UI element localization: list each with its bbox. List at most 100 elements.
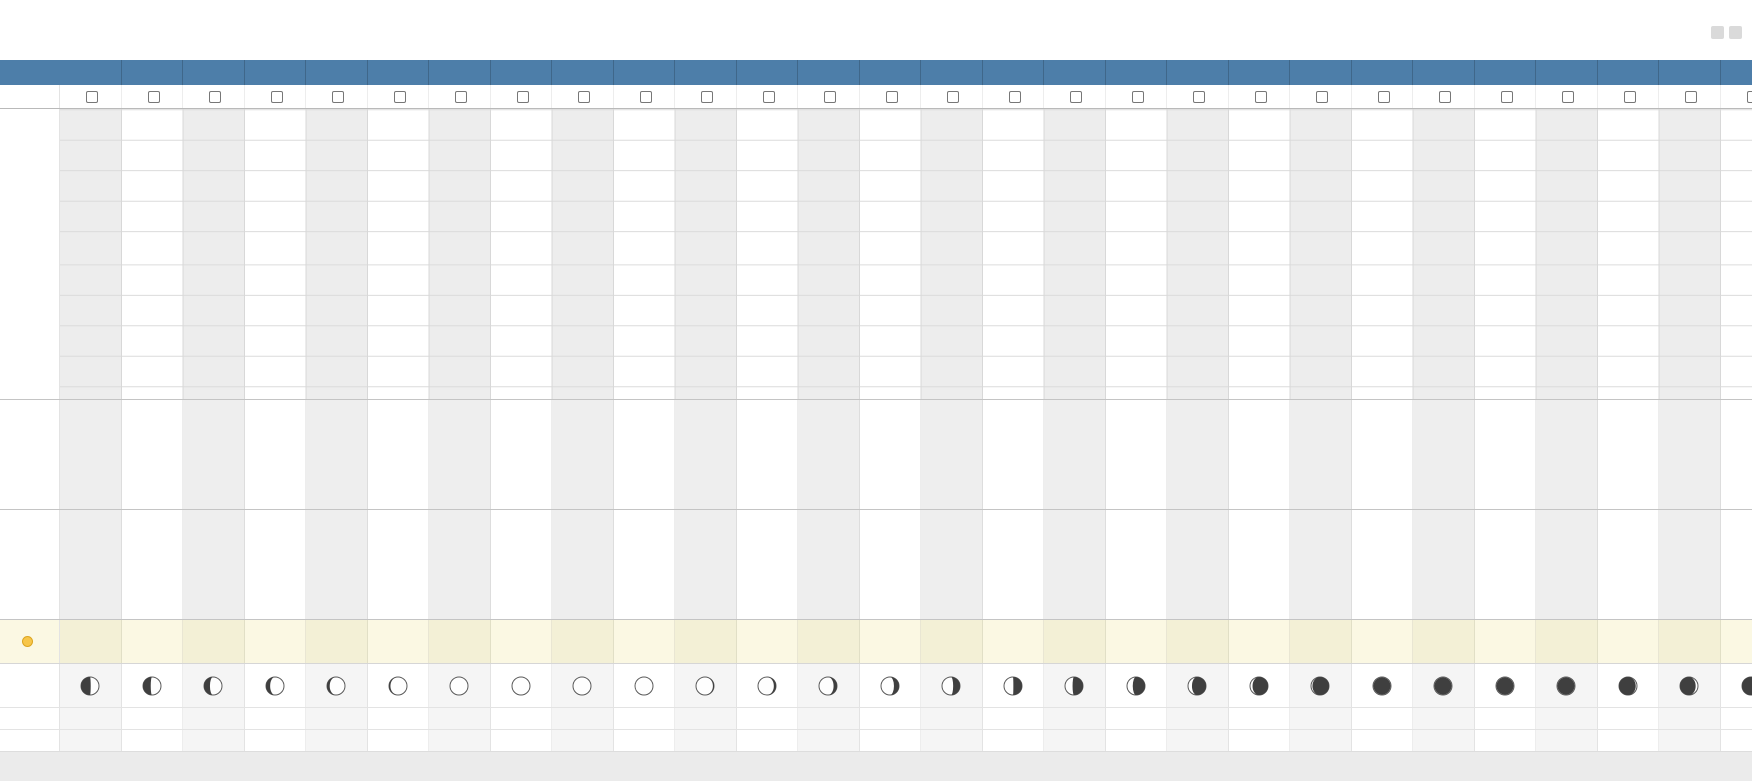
moon-cell [429, 664, 491, 707]
sun-cell [429, 620, 491, 663]
day-expand-button[interactable] [1623, 90, 1636, 103]
sun-cell [1659, 620, 1721, 663]
day-expand-button[interactable] [762, 90, 775, 103]
day-expand-button[interactable] [147, 90, 160, 103]
column-stripe [798, 109, 860, 399]
day-expand-button[interactable] [1562, 90, 1575, 103]
moonset-cell [552, 708, 614, 729]
day-expand-button[interactable] [516, 90, 529, 103]
moonrise-cell [798, 730, 860, 751]
date-cell [1721, 60, 1752, 85]
sun-cell [1229, 620, 1290, 663]
day-expand-button[interactable] [270, 90, 283, 103]
moon-phase-icon [142, 676, 162, 695]
sun-cell [1352, 620, 1413, 663]
moon-phase-icon [203, 676, 223, 695]
column-stripe [552, 109, 614, 399]
moon-cell [122, 664, 183, 707]
high-tide-cell [1413, 400, 1475, 509]
high-tide-cell [1229, 400, 1290, 509]
moon-phase-icon [1249, 676, 1269, 695]
day-expand-button[interactable] [824, 90, 837, 103]
low-tide-cell [183, 510, 245, 619]
weekday-cell [921, 85, 983, 108]
sun-cell [306, 620, 368, 663]
column-stripe [1044, 109, 1106, 399]
moon-phase-icon [1556, 676, 1576, 695]
moonset-cell [1167, 708, 1229, 729]
moon-phase-icon [449, 676, 469, 695]
date-cell [1229, 60, 1290, 85]
day-expand-button[interactable] [1008, 90, 1021, 103]
moonrise-cell [614, 730, 675, 751]
date-columns [60, 60, 1752, 85]
day-expand-button[interactable] [1746, 90, 1752, 103]
moonset-cell [1044, 708, 1106, 729]
moonset-cell [60, 708, 122, 729]
twitter-icon [1729, 26, 1742, 39]
low-tide-cell [1352, 510, 1413, 619]
high-tide-cell [737, 400, 798, 509]
high-tide-cell [429, 400, 491, 509]
moonrise-cell [1044, 730, 1106, 751]
page-header [0, 0, 1752, 60]
high-tide-cell [921, 400, 983, 509]
day-expand-button[interactable] [393, 90, 406, 103]
low-tide-cell [614, 510, 675, 619]
low-tide-cell [491, 510, 552, 619]
high-tide-cell [1659, 400, 1721, 509]
low-tide-cell [1536, 510, 1598, 619]
moonset-cell [1598, 708, 1659, 729]
moon-phase-icon [634, 676, 654, 695]
day-expand-button[interactable] [1316, 90, 1329, 103]
day-expand-button[interactable] [578, 90, 591, 103]
day-expand-button[interactable] [639, 90, 652, 103]
moonrise-cell [491, 730, 552, 751]
moonset-cell [1536, 708, 1598, 729]
day-expand-button[interactable] [947, 90, 960, 103]
moon-cell [1536, 664, 1598, 707]
weekday-cell [60, 85, 122, 108]
facebook-icon [1711, 26, 1724, 39]
moonset-section [0, 707, 1752, 729]
sun-cell [860, 620, 921, 663]
moon-cell [798, 664, 860, 707]
high-tide-section [0, 399, 1752, 509]
day-expand-button[interactable] [1439, 90, 1452, 103]
day-expand-button[interactable] [1254, 90, 1267, 103]
moonset-cell [675, 708, 737, 729]
high-tide-cell [122, 400, 183, 509]
day-expand-button[interactable] [209, 90, 222, 103]
moon-cell [60, 664, 122, 707]
day-expand-button[interactable] [86, 90, 99, 103]
weekday-cell [860, 85, 921, 108]
day-expand-button[interactable] [1377, 90, 1390, 103]
moon-phase-icon [757, 676, 777, 695]
day-expand-button[interactable] [1500, 90, 1513, 103]
date-cell [1598, 60, 1659, 85]
moonrise-cell [306, 730, 368, 751]
high-tide-cell [183, 400, 245, 509]
high-tide-cell [1167, 400, 1229, 509]
low-tide-cell [552, 510, 614, 619]
day-expand-button[interactable] [455, 90, 468, 103]
sun-cell [1598, 620, 1659, 663]
low-tide-cell [122, 510, 183, 619]
high-tide-cell [60, 400, 122, 509]
day-expand-button[interactable] [1685, 90, 1698, 103]
sun-cell [1721, 620, 1752, 663]
weekday-cell [429, 85, 491, 108]
date-cell [1659, 60, 1721, 85]
high-tide-cell [1721, 400, 1752, 509]
day-expand-button[interactable] [885, 90, 898, 103]
day-expand-button[interactable] [1131, 90, 1144, 103]
weekday-cell [183, 85, 245, 108]
day-expand-button[interactable] [1193, 90, 1206, 103]
day-expand-button[interactable] [1070, 90, 1083, 103]
day-expand-button[interactable] [701, 90, 714, 103]
moonrise-cell [245, 730, 306, 751]
high-tide-cell [491, 400, 552, 509]
moon-cell [1352, 664, 1413, 707]
day-expand-button[interactable] [332, 90, 345, 103]
moon-phase-icon [1126, 676, 1146, 695]
